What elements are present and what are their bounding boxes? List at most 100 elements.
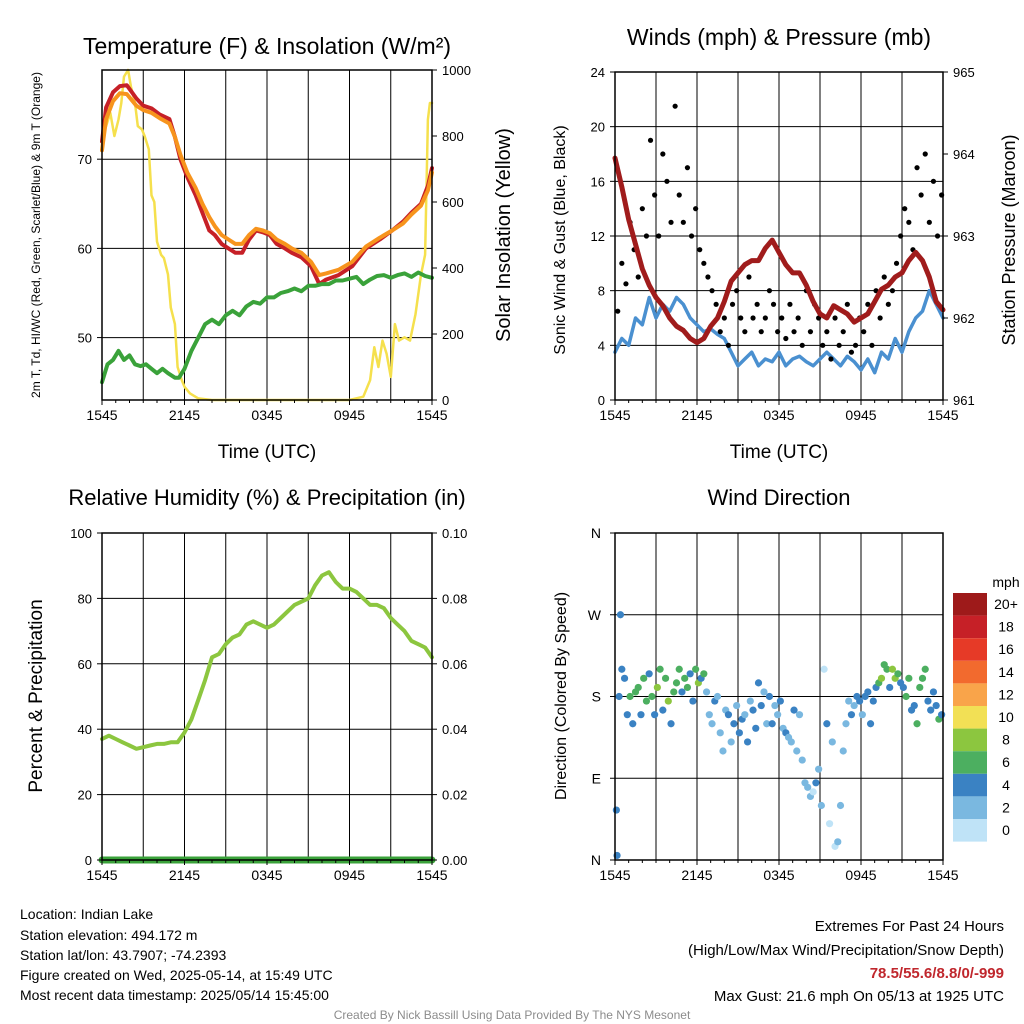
chart-title: Temperature (F) & Insolation (W/m²) — [83, 33, 451, 59]
direction-point — [888, 665, 897, 673]
y-axis-left-label: 2m T, Td, HI/WC (Red, Green, Scarlet/Blu… — [29, 72, 43, 398]
y-left-tick-label: 70 — [78, 152, 92, 167]
legend-label: 0 — [1002, 822, 1010, 838]
gust-point — [725, 342, 732, 348]
gust-point — [869, 342, 875, 348]
gust-point — [676, 192, 682, 198]
gust-point — [828, 356, 834, 362]
y-right-tick-label: 1000 — [442, 63, 471, 78]
y-left-tick-label: 60 — [78, 241, 92, 256]
gust-point — [619, 260, 625, 266]
direction-point — [746, 697, 754, 705]
direction-point — [932, 701, 940, 710]
gust-point — [754, 301, 760, 307]
credit-text: Created By Nick Bassill Using Data Provi… — [333, 1008, 691, 1022]
gust-point — [688, 233, 695, 239]
direction-point — [899, 683, 907, 692]
direction-point — [727, 738, 735, 746]
gust-point — [738, 315, 744, 321]
direction-point — [670, 688, 678, 696]
chart-title: Relative Humidity (%) & Precipitation (i… — [68, 485, 465, 510]
legend-label: 4 — [1002, 777, 1010, 793]
legend-swatch — [953, 728, 987, 752]
gust-point — [709, 288, 715, 294]
gust-point — [820, 342, 826, 348]
gust-point — [713, 301, 719, 307]
direction-point — [842, 720, 850, 728]
direction-point — [858, 711, 866, 719]
y-left-tick-label: 40 — [78, 722, 92, 737]
direction-point — [798, 756, 806, 764]
panel-winds: 0 4 8 12 16 20 24 961 962 963 964 965 1545 2145 0345 09… — [552, 24, 1019, 463]
legend-label: 14 — [998, 664, 1014, 680]
direction-point — [795, 711, 804, 719]
gust-point — [623, 281, 629, 287]
y-left-tick-label: 24 — [591, 65, 605, 80]
direction-point — [678, 688, 686, 696]
legend-swatch — [953, 819, 987, 842]
direction-point — [894, 670, 902, 678]
x-axis-label: Time (UTC) — [218, 442, 317, 463]
x-tick-label: 1545 — [86, 407, 117, 423]
latlon-text: Station lat/lon: 43.7907; -74.2393 — [20, 947, 227, 963]
gust-point — [762, 315, 768, 321]
gust-point — [672, 103, 678, 109]
direction-point — [877, 674, 886, 682]
legend-swatch — [953, 660, 987, 684]
x-tick-label: 1545 — [416, 867, 447, 883]
y-right-tick-label: 0.04 — [442, 722, 467, 737]
y-right-tick-label: 400 — [442, 261, 464, 276]
y-left-tick-label: 8 — [598, 284, 605, 299]
direction-point — [825, 820, 834, 828]
direction-point — [815, 765, 823, 773]
extremes-title: Extremes For Past 24 Hours — [814, 918, 1004, 935]
y-left-tick-label: 12 — [591, 229, 605, 244]
direction-point — [828, 738, 836, 746]
y-left-tick-label: 20 — [591, 120, 605, 135]
gust-point — [750, 315, 756, 321]
gust-point — [770, 301, 777, 307]
y-left-tick-label: 60 — [78, 657, 92, 672]
gust-point — [717, 329, 723, 335]
gust-point — [783, 335, 789, 342]
legend-label: 20+ — [994, 596, 1018, 612]
direction-point — [839, 747, 847, 755]
direction-point — [883, 665, 891, 673]
gust-point — [906, 219, 912, 225]
direction-point — [733, 701, 741, 710]
direction-point — [681, 674, 689, 682]
gust-point — [660, 151, 666, 157]
direction-point — [642, 697, 651, 705]
direction-point — [659, 706, 667, 714]
gust-point — [836, 342, 842, 348]
gust-point — [807, 329, 814, 335]
direction-point — [787, 738, 795, 746]
gust-point — [832, 315, 838, 321]
x-tick-label: 2145 — [681, 867, 712, 883]
direction-point — [692, 665, 700, 673]
x-tick-label: 2145 — [169, 867, 200, 883]
y-left-tick-label: 16 — [591, 174, 605, 189]
y-axis-left-label: Sonic Wind & Gust (Blue, Black) — [552, 125, 569, 354]
gust-point — [643, 233, 650, 239]
gust-point — [934, 233, 941, 239]
series-wind — [613, 288, 945, 375]
direction-point — [820, 665, 828, 673]
y-right-tick-label: 965 — [953, 65, 975, 80]
legend-swatch — [953, 638, 987, 661]
legend-swatch — [953, 683, 987, 706]
direction-point — [618, 665, 626, 673]
direction-point — [866, 720, 875, 728]
direction-point — [864, 688, 872, 696]
y-right-tick-label: 0 — [442, 393, 449, 408]
gust-point — [766, 288, 773, 294]
gust-point — [721, 315, 727, 321]
direction-point — [689, 697, 697, 705]
chart-title: Winds (mph) & Pressure (mb) — [627, 24, 931, 50]
legend-label: 18 — [998, 619, 1014, 635]
x-tick-label: 0945 — [334, 407, 365, 423]
gust-point — [918, 192, 924, 198]
direction-point — [656, 665, 664, 673]
direction-point — [640, 674, 648, 682]
panel-temperature: 50 60 70 0 200 400 600 800 1000 1545 2145 0345 0945 1… — [29, 33, 515, 463]
